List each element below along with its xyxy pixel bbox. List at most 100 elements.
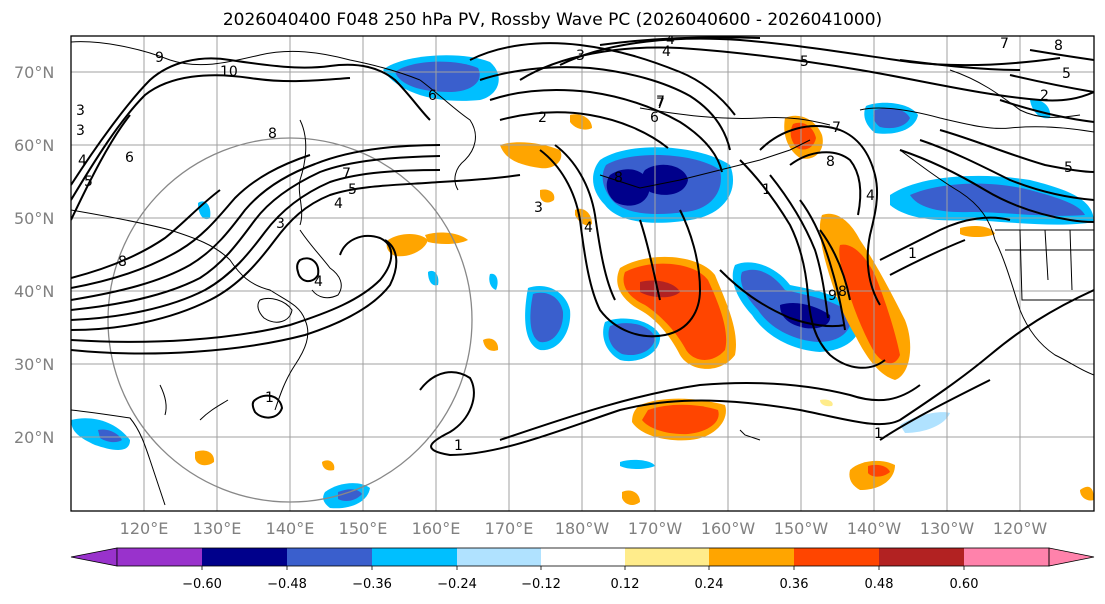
contour-label: 5 bbox=[1062, 66, 1071, 82]
latitude-labels: 70°N 60°N 50°N 40°N 30°N 20°N bbox=[14, 63, 54, 447]
contour-label: 5 bbox=[1064, 160, 1073, 176]
colorbar-tick-label: −0.12 bbox=[521, 577, 561, 592]
contour-label: 5 bbox=[84, 174, 93, 190]
negative-anomaly-area bbox=[620, 459, 655, 469]
contour-label: 1 bbox=[762, 182, 771, 198]
positive-anomaly-area bbox=[425, 232, 468, 245]
contour-label: 4 bbox=[666, 32, 675, 48]
contour-label: 1 bbox=[265, 390, 274, 406]
contour-label: 7 bbox=[656, 96, 665, 112]
negative-anomaly-area bbox=[489, 273, 498, 290]
map-title: 2026040400 F048 250 hPa PV, Rossby Wave … bbox=[222, 10, 883, 30]
longitude-label: 120°W bbox=[993, 519, 1048, 538]
longitude-label: 140°E bbox=[266, 519, 315, 538]
contour-label: 6 bbox=[125, 150, 134, 166]
contour-label: 7 bbox=[342, 166, 351, 182]
contour-label: 7 bbox=[832, 120, 841, 136]
positive-anomaly-area bbox=[1080, 486, 1094, 501]
longitude-label: 120°E bbox=[120, 519, 169, 538]
contour-label: 3 bbox=[576, 48, 585, 64]
longitude-label: 150°E bbox=[339, 519, 388, 538]
radius-circle bbox=[107, 137, 473, 503]
colorbar-swatch bbox=[879, 548, 964, 566]
latitude-label: 70°N bbox=[14, 63, 54, 82]
negative-anomaly-area bbox=[428, 270, 439, 286]
positive-anomaly-area bbox=[642, 404, 719, 435]
contour-label: 8 bbox=[118, 254, 127, 270]
contour-label: 3 bbox=[276, 216, 285, 232]
negative-anomaly-area bbox=[900, 412, 950, 433]
contour-label: 2 bbox=[538, 110, 547, 126]
positive-anomaly-area bbox=[960, 226, 995, 237]
longitude-label: 160°W bbox=[701, 519, 756, 538]
negative-anomaly-area bbox=[98, 429, 122, 443]
contour-label: 2 bbox=[1040, 88, 1049, 104]
longitude-label: 170°W bbox=[628, 519, 683, 538]
colorbar-tick-label: 0.24 bbox=[695, 577, 724, 592]
contour-label: 5 bbox=[348, 182, 357, 198]
longitude-label: 180°W bbox=[555, 519, 610, 538]
contour-label: 4 bbox=[78, 153, 87, 169]
negative-anomaly-area bbox=[608, 323, 655, 356]
colorbar-tick-label: 0.48 bbox=[865, 577, 894, 592]
latitude-label: 30°N bbox=[14, 355, 54, 374]
positive-anomaly-area bbox=[540, 189, 555, 203]
contour-label: 5 bbox=[800, 54, 809, 70]
positive-anomaly-area bbox=[322, 460, 335, 471]
longitude-label: 160°E bbox=[412, 519, 461, 538]
negative-anomaly-area bbox=[910, 183, 1085, 216]
longitude-label: 150°W bbox=[774, 519, 829, 538]
negative-anomaly-area bbox=[606, 169, 650, 206]
contour-label: 1 bbox=[908, 246, 917, 262]
colorbar-max-extension bbox=[1048, 547, 1095, 567]
longitude-label: 130°W bbox=[920, 519, 975, 538]
contour-label: 3 bbox=[76, 103, 85, 119]
colorbar-tick-label: 0.12 bbox=[611, 577, 640, 592]
colorbar-tick-label: −0.36 bbox=[352, 577, 392, 592]
colorbar-swatch bbox=[794, 548, 879, 566]
latitude-label: 60°N bbox=[14, 136, 54, 155]
pv-contours bbox=[71, 36, 1094, 457]
colorbar-swatch bbox=[457, 548, 541, 566]
latitude-label: 40°N bbox=[14, 282, 54, 301]
contour-label: 7 bbox=[1000, 36, 1009, 52]
contour-label: 8 bbox=[1054, 38, 1063, 54]
pc-anomaly-shading bbox=[71, 55, 1094, 509]
negative-anomaly-area bbox=[395, 61, 480, 92]
positive-anomaly-area bbox=[640, 280, 680, 298]
positive-anomaly-area bbox=[820, 399, 833, 407]
contour-label: 10 bbox=[220, 64, 238, 80]
positive-anomaly-area bbox=[500, 142, 562, 169]
positive-anomaly-area bbox=[622, 490, 640, 505]
contour-label: 4 bbox=[334, 196, 343, 212]
contour-label: 4 bbox=[866, 188, 875, 204]
positive-anomaly-area bbox=[839, 244, 900, 364]
negative-anomaly-area bbox=[338, 489, 362, 502]
contour-labels: 10 9 8 3 5 4 3 7 6 5 4 3 6 7 8 7 5 4 3 4… bbox=[76, 32, 1073, 454]
contour-label: 4 bbox=[314, 274, 323, 290]
colorbar-swatch bbox=[117, 548, 202, 566]
positive-anomaly-area bbox=[570, 114, 592, 130]
colorbar-swatch bbox=[287, 548, 372, 566]
colorbar-tick-label: −0.60 bbox=[182, 577, 222, 592]
negative-anomaly-area bbox=[642, 164, 688, 195]
longitude-label: 170°E bbox=[485, 519, 534, 538]
contour-label: 8 bbox=[838, 284, 847, 300]
contour-label: 8 bbox=[268, 126, 277, 142]
positive-anomaly-area bbox=[195, 450, 215, 466]
colorbar-tick-label: −0.24 bbox=[437, 577, 477, 592]
colorbar-tick-label: 0.60 bbox=[950, 577, 979, 592]
colorbar: −0.60 −0.48 −0.36 −0.24 −0.12 0.12 0.24 … bbox=[70, 547, 1095, 592]
longitude-labels: 120°E 130°E 140°E 150°E 160°E 170°E 180°… bbox=[120, 519, 1048, 538]
negative-anomaly-area bbox=[873, 108, 910, 129]
contour-label: 3 bbox=[534, 200, 543, 216]
contour-label: 6 bbox=[428, 88, 437, 104]
colorbar-swatch bbox=[625, 548, 709, 566]
colorbar-tick-label: −0.48 bbox=[267, 577, 307, 592]
coastlines bbox=[71, 41, 1094, 506]
colorbar-tick-label: 0.36 bbox=[780, 577, 809, 592]
contour-label: 4 bbox=[584, 220, 593, 236]
contour-label: 9 bbox=[155, 50, 164, 66]
contour-label: 1 bbox=[874, 426, 883, 442]
